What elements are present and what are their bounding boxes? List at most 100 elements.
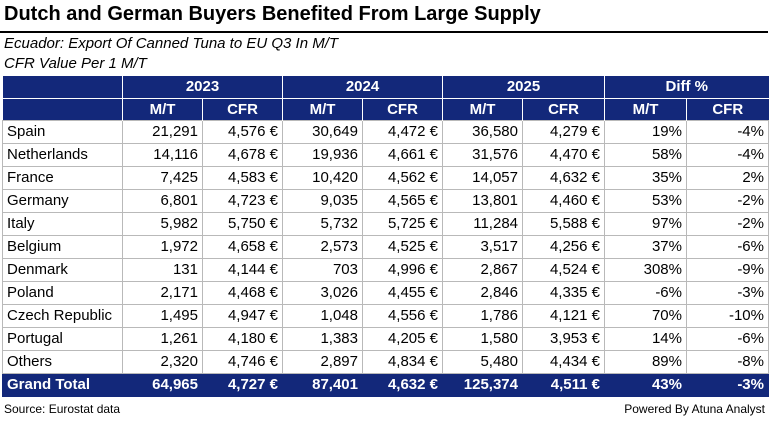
value-cell: 4,525 € <box>362 234 443 259</box>
country-cell: Portugal <box>2 326 123 351</box>
total-cell: 4,632 € <box>362 372 443 397</box>
value-cell: 36,580 <box>442 119 523 144</box>
total-cell: 4,511 € <box>522 372 605 397</box>
country-cell: Denmark <box>2 257 123 282</box>
value-cell: 4,460 € <box>522 188 605 213</box>
country-cell: Italy <box>2 211 123 236</box>
value-cell: 58% <box>604 142 687 167</box>
value-cell: 2,171 <box>122 280 203 305</box>
table-row: Netherlands 14,116 4,678 €19,936 4,661 €31,… <box>2 142 769 167</box>
total-label: Grand Total <box>2 372 123 397</box>
header-year-2024: 2024 <box>282 76 443 98</box>
value-cell: 10,420 <box>282 165 363 190</box>
header-cfr-diff: CFR <box>686 97 769 120</box>
value-cell: 4,565 € <box>362 188 443 213</box>
value-cell: 4,472 € <box>362 119 443 144</box>
value-cell: 70% <box>604 303 687 328</box>
country-cell: Netherlands <box>2 142 123 167</box>
value-cell: 53% <box>604 188 687 213</box>
value-cell: 2,573 <box>282 234 363 259</box>
header-mt-2025: M/T <box>442 97 523 120</box>
export-table: 2023 2024 2025 Diff % M/T CFR M/T CFR M/… <box>2 76 769 397</box>
value-cell: 4,556 € <box>362 303 443 328</box>
value-cell: 4,434 € <box>522 349 605 374</box>
header-corner <box>2 76 123 98</box>
value-cell: -10% <box>686 303 769 328</box>
value-cell: 1,786 <box>442 303 523 328</box>
value-cell: 2,320 <box>122 349 203 374</box>
value-cell: 4,723 € <box>202 188 283 213</box>
value-cell: 2,867 <box>442 257 523 282</box>
value-cell: 5,588 € <box>522 211 605 236</box>
value-cell: -6% <box>686 234 769 259</box>
sub-header-row: M/T CFR M/T CFR M/T CFR M/T CFR <box>2 97 769 120</box>
value-cell: 4,658 € <box>202 234 283 259</box>
table-row: Czech Republic 1,495 4,947 €1,048 4,556 €1,… <box>2 303 769 328</box>
total-cell: 64,965 <box>122 372 203 397</box>
powered-by: Powered By Atuna Analyst <box>624 402 765 416</box>
value-cell: 6,801 <box>122 188 203 213</box>
value-cell: 31,576 <box>442 142 523 167</box>
value-cell: 14% <box>604 326 687 351</box>
value-cell: 703 <box>282 257 363 282</box>
value-cell: 4,524 € <box>522 257 605 282</box>
value-cell: 7,425 <box>122 165 203 190</box>
value-cell: 13,801 <box>442 188 523 213</box>
value-cell: 4,834 € <box>362 349 443 374</box>
value-cell: 19% <box>604 119 687 144</box>
header-mt-2023: M/T <box>122 97 203 120</box>
header-cfr-2025: CFR <box>522 97 605 120</box>
table-row: France 7,425 4,583 €10,420 4,562 €14,057 4,6… <box>2 165 769 190</box>
value-cell: 1,261 <box>122 326 203 351</box>
value-cell: 1,495 <box>122 303 203 328</box>
source-note: Source: Eurostat data <box>4 402 121 416</box>
value-cell: 4,576 € <box>202 119 283 144</box>
value-cell: -8% <box>686 349 769 374</box>
table-row: Spain 21,291 4,576 €30,649 4,472 €36,580 4,2… <box>2 119 769 144</box>
table-row: Portugal 1,261 4,180 €1,383 4,205 €1,580 3,9… <box>2 326 769 351</box>
value-cell: 4,335 € <box>522 280 605 305</box>
value-cell: -2% <box>686 188 769 213</box>
value-cell: 4,996 € <box>362 257 443 282</box>
table-row: Others 2,320 4,746 €2,897 4,834 €5,480 4,434… <box>2 349 769 374</box>
value-cell: 4,661 € <box>362 142 443 167</box>
value-cell: 30,649 <box>282 119 363 144</box>
value-cell: 37% <box>604 234 687 259</box>
value-cell: 3,026 <box>282 280 363 305</box>
value-cell: 131 <box>122 257 203 282</box>
country-cell: Spain <box>2 119 123 144</box>
table-row: Denmark 131 4,144 €703 4,996 €2,867 4,524 €3… <box>2 257 769 282</box>
value-cell: 4,678 € <box>202 142 283 167</box>
total-cell: 4,727 € <box>202 372 283 397</box>
value-cell: 4,205 € <box>362 326 443 351</box>
value-cell: 5,725 € <box>362 211 443 236</box>
value-cell: 11,284 <box>442 211 523 236</box>
value-cell: 5,480 <box>442 349 523 374</box>
value-cell: 4,470 € <box>522 142 605 167</box>
value-cell: 4,562 € <box>362 165 443 190</box>
value-cell: 4,180 € <box>202 326 283 351</box>
value-cell: 1,580 <box>442 326 523 351</box>
table-row: Belgium 1,972 4,658 €2,573 4,525 €3,517 4,25… <box>2 234 769 259</box>
value-cell: 1,383 <box>282 326 363 351</box>
table-row: Germany 6,801 4,723 €9,035 4,565 €13,801 4,4… <box>2 188 769 213</box>
value-cell: -6% <box>604 280 687 305</box>
value-cell: 89% <box>604 349 687 374</box>
value-cell: 4,947 € <box>202 303 283 328</box>
grand-total-row: Grand Total 64,965 4,727 €87,401 4,632 €125… <box>2 372 769 397</box>
value-cell: 1,972 <box>122 234 203 259</box>
value-cell: -6% <box>686 326 769 351</box>
header-diff: Diff % <box>604 76 769 98</box>
country-cell: Poland <box>2 280 123 305</box>
value-cell: 97% <box>604 211 687 236</box>
value-cell: 5,750 € <box>202 211 283 236</box>
value-cell: -4% <box>686 119 769 144</box>
value-cell: -9% <box>686 257 769 282</box>
value-cell: -2% <box>686 211 769 236</box>
value-cell: 4,632 € <box>522 165 605 190</box>
header-cfr-2023: CFR <box>202 97 283 120</box>
total-cell: -3% <box>686 372 769 397</box>
value-cell: 4,455 € <box>362 280 443 305</box>
value-cell: 4,583 € <box>202 165 283 190</box>
header-year-2023: 2023 <box>122 76 283 98</box>
